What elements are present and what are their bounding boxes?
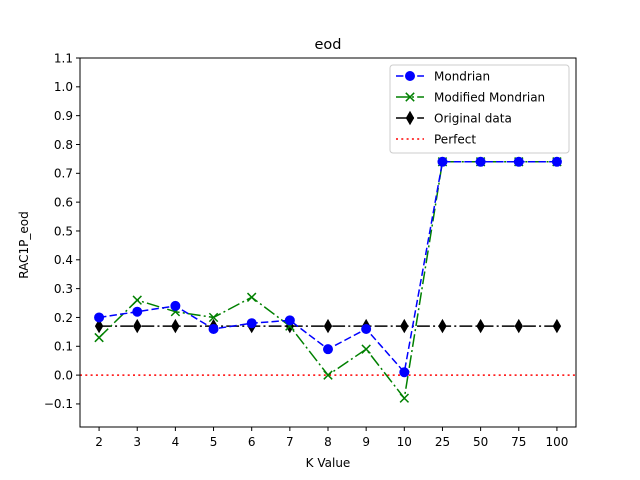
data-point-mondrian bbox=[475, 156, 486, 167]
x-tick-label: 2 bbox=[95, 435, 103, 449]
legend-marker-original-data bbox=[405, 110, 415, 126]
x-tick-label: 6 bbox=[248, 435, 256, 449]
y-tick-label: 0.9 bbox=[54, 109, 73, 123]
data-point-modified-mondrian bbox=[208, 312, 219, 323]
x-tick-label: 5 bbox=[210, 435, 218, 449]
x-tick-label: 75 bbox=[511, 435, 526, 449]
x-tick-label: 9 bbox=[362, 435, 370, 449]
data-point-mondrian bbox=[551, 156, 562, 167]
data-point-modified-mondrian bbox=[361, 344, 371, 354]
data-point-mondrian bbox=[132, 306, 143, 317]
y-tick-label: 0.7 bbox=[54, 167, 73, 181]
data-point-mondrian bbox=[246, 318, 257, 329]
data-point-original-data bbox=[476, 318, 485, 334]
x-tick-label: 4 bbox=[172, 435, 180, 449]
y-tick-label: 0.0 bbox=[54, 368, 73, 382]
data-point-modified-mondrian bbox=[323, 370, 333, 380]
y-tick-label: 0.5 bbox=[54, 224, 73, 238]
y-axis-label: RAC1P_eod bbox=[17, 211, 31, 278]
y-tick-label: 0.6 bbox=[54, 195, 73, 209]
plot-content bbox=[80, 156, 576, 403]
x-tick-label: 8 bbox=[324, 435, 332, 449]
chart-title: eod bbox=[315, 37, 342, 53]
data-point-original-data bbox=[438, 318, 447, 334]
data-point-mondrian bbox=[399, 367, 410, 378]
data-point-original-data bbox=[171, 318, 180, 334]
y-tick-label: 1.0 bbox=[54, 80, 73, 94]
data-point-mondrian bbox=[323, 344, 333, 355]
data-point-original-data bbox=[514, 318, 523, 334]
x-tick-label: 25 bbox=[435, 435, 450, 449]
y-tick-label: 1.1 bbox=[54, 51, 73, 65]
legend-marker-modified-mondrian bbox=[405, 92, 415, 102]
y-tick-label: 0.4 bbox=[54, 253, 73, 267]
data-point-modified-mondrian bbox=[132, 295, 142, 305]
y-tick-label: 0.3 bbox=[54, 282, 73, 296]
x-tick-label: 50 bbox=[473, 435, 488, 449]
data-point-original-data bbox=[400, 318, 409, 334]
data-point-mondrian bbox=[94, 312, 105, 323]
data-point-mondrian bbox=[361, 323, 372, 334]
y-tick-label: 0.8 bbox=[54, 138, 73, 152]
y-tick-label: −0.1 bbox=[44, 397, 73, 411]
data-point-original-data bbox=[552, 318, 562, 334]
x-tick-label: 100 bbox=[545, 435, 568, 449]
data-point-original-data bbox=[94, 318, 104, 334]
y-tick-label: 0.1 bbox=[54, 340, 73, 354]
legend-label-original-data: Original data bbox=[434, 111, 512, 125]
data-point-original-data bbox=[133, 318, 142, 334]
data-point-mondrian bbox=[284, 315, 295, 326]
x-tick-label: 7 bbox=[286, 435, 294, 449]
data-point-modified-mondrian bbox=[399, 393, 410, 403]
x-axis: 2 3 4 5 6 7 8 9 10 25 50 75 100 bbox=[95, 427, 568, 449]
x-tick-label: 10 bbox=[397, 435, 412, 449]
legend-label-perfect: Perfect bbox=[434, 132, 476, 146]
data-point-mondrian bbox=[437, 156, 448, 167]
legend: Mondrian Modified Mondrian Original data Pe… bbox=[389, 64, 570, 154]
y-axis: −0.1 0.0 0.1 0.2 0.3 0.4 0.5 0.6 0.7 0.8 0.9 1.0 1.1 bbox=[44, 51, 80, 411]
legend-box bbox=[389, 64, 570, 154]
data-point-modified-mondrian bbox=[246, 292, 257, 303]
data-point-mondrian bbox=[208, 323, 219, 334]
legend-label-mondrian: Mondrian bbox=[434, 69, 490, 83]
x-tick-label: 3 bbox=[133, 435, 141, 449]
data-point-original-data bbox=[323, 318, 333, 334]
data-point-mondrian bbox=[513, 156, 524, 167]
legend-label-modified-mondrian: Modified Mondrian bbox=[434, 90, 545, 104]
x-axis-label: K Value bbox=[306, 456, 351, 470]
y-tick-label: 0.2 bbox=[54, 311, 73, 325]
data-point-modified-mondrian bbox=[94, 332, 104, 343]
data-point-mondrian bbox=[170, 300, 181, 311]
legend-marker-mondrian bbox=[405, 71, 415, 81]
